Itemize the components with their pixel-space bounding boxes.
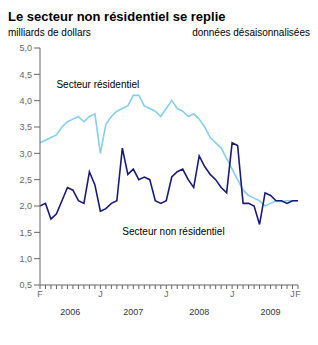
svg-text:1,5: 1,5 — [19, 228, 32, 238]
svg-text:2008: 2008 — [189, 307, 209, 317]
svg-text:4,5: 4,5 — [19, 70, 32, 80]
svg-text:2,0: 2,0 — [19, 201, 32, 211]
svg-text:Secteur non résidentiel: Secteur non résidentiel — [122, 226, 224, 237]
svg-text:5,0: 5,0 — [19, 43, 32, 53]
svg-text:3,0: 3,0 — [19, 149, 32, 159]
svg-text:J: J — [164, 289, 169, 299]
html-text:milliards de dollars: milliards de dollars — [8, 27, 91, 38]
svg-text:2006: 2006 — [60, 307, 80, 317]
svg-text:Secteur résidentiel: Secteur résidentiel — [56, 79, 139, 90]
svg-text:J: J — [98, 289, 103, 299]
svg-text:3,5: 3,5 — [19, 122, 32, 132]
html-text:Le secteur non résidentiel se: Le secteur non résidentiel se replie — [8, 9, 226, 24]
svg-text:0,5: 0,5 — [19, 280, 32, 290]
svg-text:F: F — [295, 289, 301, 299]
svg-text:2009: 2009 — [261, 307, 281, 317]
html-text:données désaisonnalisées: données désaisonnalisées — [192, 27, 310, 38]
svg-text:F: F — [37, 289, 43, 299]
svg-text:J: J — [290, 289, 295, 299]
svg-text:2,5: 2,5 — [19, 175, 32, 185]
svg-text:4,0: 4,0 — [19, 96, 32, 106]
svg-text:J: J — [230, 289, 235, 299]
svg-text:1,0: 1,0 — [19, 254, 32, 264]
svg-text:2007: 2007 — [123, 307, 143, 317]
